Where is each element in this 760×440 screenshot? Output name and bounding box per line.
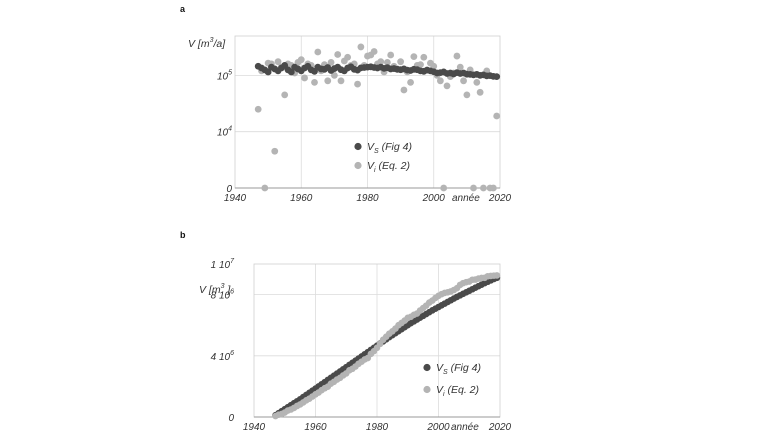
data-point-vi xyxy=(387,51,395,59)
data-point-vi xyxy=(344,53,352,61)
legend-label-vi: Vi (Eq. 2) xyxy=(367,160,410,174)
x-tick-label: 1940 xyxy=(243,422,266,433)
y-axis-label: V [m3 ] xyxy=(199,283,231,296)
x-tick-label: 1980 xyxy=(356,193,379,204)
data-point-vi xyxy=(301,74,308,82)
data-point-vi xyxy=(314,48,322,56)
data-point-vi xyxy=(456,63,464,71)
data-point-vi xyxy=(377,58,385,66)
data-point-vi xyxy=(311,79,318,86)
data-point-vi xyxy=(297,56,305,64)
data-point-vi xyxy=(489,184,497,192)
data-point-vi xyxy=(417,61,424,69)
data-point-vi xyxy=(357,43,365,51)
data-point-vi xyxy=(383,58,391,66)
data-point-vi xyxy=(410,53,418,61)
x-tick-label: 1960 xyxy=(290,193,313,204)
data-point-vi xyxy=(271,147,279,155)
y-tick-label: 0 xyxy=(228,413,234,424)
data-point-vi xyxy=(493,272,501,279)
data-point-vi xyxy=(334,51,342,58)
data-point-vi xyxy=(463,91,471,99)
x-axis-label: année xyxy=(452,193,480,204)
data-point-vi xyxy=(330,71,338,79)
y-tick-label: 0 xyxy=(226,184,232,195)
data-point-vi xyxy=(436,77,444,85)
y-tick-label: 1 107 xyxy=(211,258,235,271)
data-point-vi xyxy=(473,79,481,86)
legend: VS (Fig 4) Vi (Eq. 2) xyxy=(423,362,481,398)
legend-label-vs: VS (Fig 4) xyxy=(436,362,481,376)
data-point-vs xyxy=(287,68,295,76)
legend-marker-vi xyxy=(354,161,362,170)
data-point-vs xyxy=(493,73,501,81)
data-point-vi xyxy=(453,52,461,60)
x-tick-label: 1960 xyxy=(304,422,327,433)
y-tick-labels: 0 104 105 xyxy=(217,69,232,195)
data-point-vi xyxy=(324,77,332,85)
legend-marker-vi xyxy=(423,385,431,394)
x-tick-label: 1940 xyxy=(224,193,247,204)
y-tick-label: 4 106 xyxy=(211,350,234,363)
y-tick-label: 105 xyxy=(217,69,232,82)
data-point-vi xyxy=(407,79,414,86)
series-vs xyxy=(272,274,501,419)
data-point-vi xyxy=(327,58,335,66)
panel-letter-b: b xyxy=(180,230,186,240)
data-point-vi xyxy=(460,77,467,85)
y-tick-labels: 0 4 106 8 106 1 107 xyxy=(211,258,235,424)
data-point-vi xyxy=(440,184,448,192)
data-point-vi xyxy=(420,53,428,61)
data-point-vi xyxy=(493,112,501,120)
data-point-vi xyxy=(370,48,378,55)
x-tick-labels: 1940 1960 1980 2000 2020 xyxy=(243,422,512,433)
data-point-vi xyxy=(470,184,477,192)
series-vs xyxy=(254,62,501,81)
data-point-vi xyxy=(354,80,361,88)
panel-letter-a: a xyxy=(180,4,186,14)
data-point-vi xyxy=(274,58,282,66)
x-tick-label: 2020 xyxy=(488,193,512,204)
gridlines xyxy=(235,36,500,188)
data-point-vi xyxy=(443,82,451,90)
x-tick-labels: 1940 1960 1980 2000 2020 xyxy=(224,193,512,204)
data-point-vi xyxy=(261,184,269,192)
data-point-vi xyxy=(281,91,289,99)
data-point-vi xyxy=(480,184,487,192)
data-point-vi xyxy=(337,77,345,85)
x-tick-label: 1980 xyxy=(366,422,389,433)
series-vi xyxy=(272,272,501,420)
data-point-vi xyxy=(397,58,405,66)
legend: VS (Fig 4) Vi (Eq. 2) xyxy=(354,141,412,174)
x-axis-label: année xyxy=(451,422,479,433)
data-point-vi xyxy=(254,105,262,113)
data-point-vs xyxy=(264,68,272,76)
y-tick-label: 8 106 xyxy=(211,289,234,302)
data-point-vi xyxy=(400,86,408,94)
chart-panel-b: b V [m3 ] 0 4 106 8 106 1 107 1940 1960 1980 2… xyxy=(180,230,512,433)
legend-marker-vs xyxy=(423,363,431,372)
x-tick-label: 2000 xyxy=(426,422,450,433)
legend-label-vs: VS (Fig 4) xyxy=(367,141,412,155)
legend-label-vi: Vi (Eq. 2) xyxy=(436,384,479,398)
x-tick-label: 2020 xyxy=(488,422,512,433)
x-tick-label: 2000 xyxy=(422,193,446,204)
y-axis-label: V [m3/a] xyxy=(188,37,226,50)
legend-marker-vs xyxy=(354,142,362,151)
data-point-vi xyxy=(476,88,484,96)
y-tick-label: 104 xyxy=(217,126,232,139)
